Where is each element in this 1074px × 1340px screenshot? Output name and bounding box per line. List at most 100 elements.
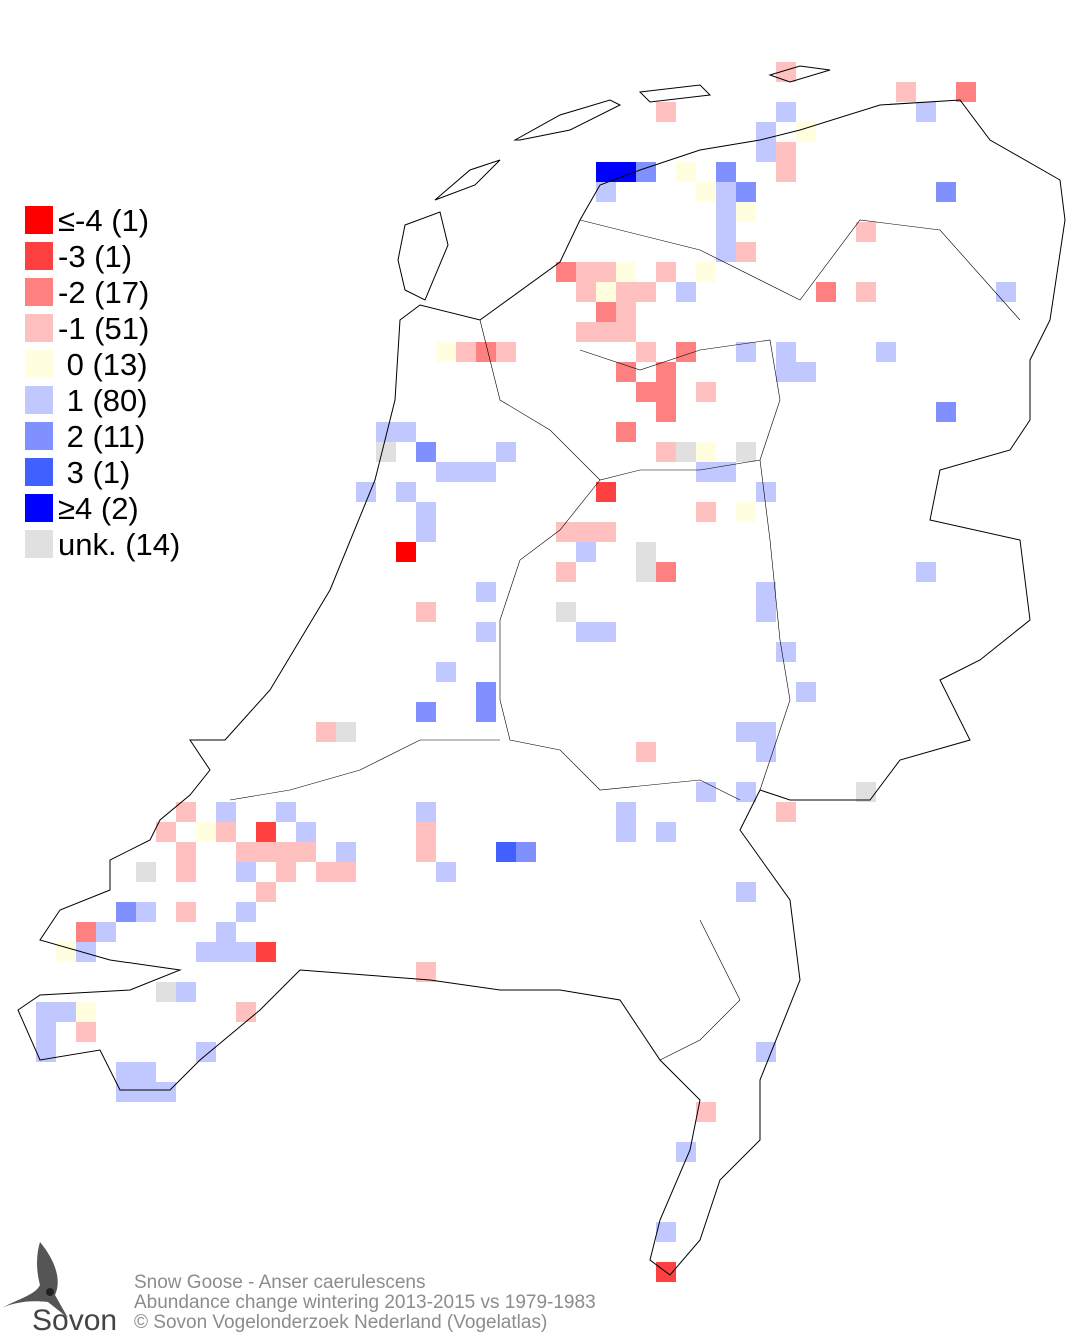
grid-cell [636,342,656,362]
legend-label: -3 (1) [58,238,133,274]
grid-cell [316,862,336,882]
legend-item: 0 (13) [25,346,180,382]
legend-item: ≥4 (2) [25,490,180,526]
grid-cell [656,1222,676,1242]
grid-cell [736,202,756,222]
grid-cell [616,322,636,342]
grid-cell [556,522,576,542]
grid-cell [416,602,436,622]
grid-cell [96,922,116,942]
grid-cell [256,942,276,962]
grid-cell [256,822,276,842]
grid-cell [236,1002,256,1022]
grid-cell [696,262,716,282]
grid-cell [696,782,716,802]
grid-cell [736,782,756,802]
legend-item: ≤-4 (1) [25,202,180,238]
grid-cell [716,202,736,222]
grid-cell [776,642,796,662]
grid-cell [776,362,796,382]
grid-cell [256,882,276,902]
grid-cell [576,282,596,302]
grid-cell [76,1022,96,1042]
grid-cell [216,822,236,842]
grid-cell [436,462,456,482]
grid-cell [116,1062,136,1082]
grid-cell [236,942,256,962]
grid-cell [736,182,756,202]
grid-cell [136,1062,156,1082]
grid-cell [156,822,176,842]
legend-swatch [25,386,53,414]
legend-swatch [25,206,53,234]
grid-cell [776,102,796,122]
grid-cell [196,942,216,962]
grid-cell [636,542,656,562]
grid-cell [776,62,796,82]
grid-cell [776,802,796,822]
legend-label: ≥4 (2) [58,490,139,526]
grid-cell [36,1002,56,1022]
grid-cell [516,842,536,862]
legend-label: 1 (80) [58,382,148,418]
grid-cell [236,902,256,922]
grid-cell [916,562,936,582]
grid-cell [136,1082,156,1102]
grid-cell [196,1042,216,1062]
grid-cell [616,262,636,282]
grid-cell [656,562,676,582]
grid-cell [336,862,356,882]
grid-cell [616,422,636,442]
grid-cell [416,502,436,522]
grid-cell [276,842,296,862]
legend-label: 2 (11) [58,418,146,454]
grid-cell [716,182,736,202]
grid-cell [716,462,736,482]
grid-cell [176,902,196,922]
grid-cell [956,82,976,102]
grid-cell [556,602,576,622]
legend-swatch [25,458,53,486]
grid-cell [696,462,716,482]
grid-cell [136,902,156,922]
grid-cell [856,782,876,802]
grid-cell [156,1082,176,1102]
legend-label: unk. (14) [58,526,181,562]
grid-cell [36,1022,56,1042]
legend-label: -1 (51) [58,310,150,346]
grid-cell [596,302,616,322]
grid-cell [616,802,636,822]
grid-cell [476,682,496,702]
legend-swatch [25,494,53,522]
grid-cell [416,802,436,822]
grid-cell [716,162,736,182]
grid-cell [696,382,716,402]
grid-cell [616,362,636,382]
grid-cell [436,862,456,882]
grid-cell [476,462,496,482]
copyright: © Sovon Vogelonderzoek Nederland (Vogela… [134,1312,548,1333]
grid-cell [116,902,136,922]
legend-item: -2 (17) [25,274,180,310]
grid-cell [856,222,876,242]
legend-swatch [25,242,53,270]
map-caption: Snow Goose - Anser caerulescens Abundanc… [134,1273,596,1333]
grid-cell [656,442,676,462]
grid-cell [176,842,196,862]
grid-cell [716,222,736,242]
grid-cell [496,442,516,462]
grid-cell [676,282,696,302]
grid-cell [296,822,316,842]
grid-cell [56,942,76,962]
grid-cell [176,862,196,882]
grid-cell [76,1002,96,1022]
grid-cell [756,722,776,742]
grid-cell [736,242,756,262]
grid-cell [396,542,416,562]
grid-cell [736,882,756,902]
grid-cell [696,1102,716,1122]
grid-cell [336,842,356,862]
grid-cell [236,842,256,862]
grid-cell [756,742,776,762]
grid-cell [176,982,196,1002]
